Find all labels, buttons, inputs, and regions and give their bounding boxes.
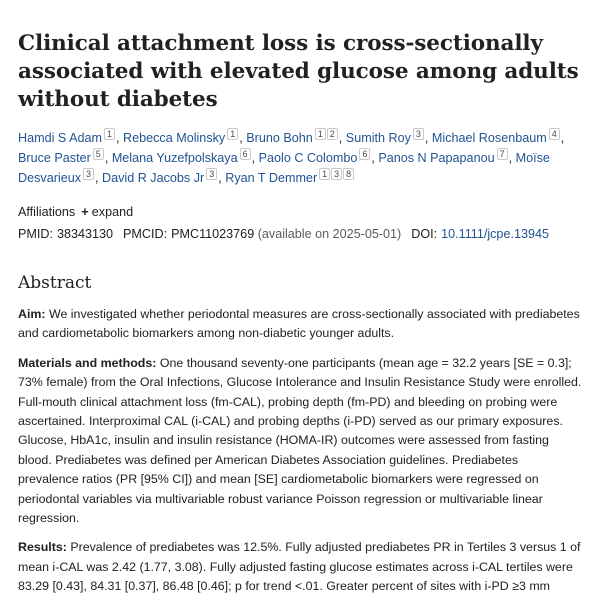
author-affiliation-refs: 3 <box>206 167 218 180</box>
aim-text: We investigated whether periodontal meas… <box>18 307 580 341</box>
author-affiliation-refs: 1 <box>227 127 239 140</box>
author-affiliation-refs: 3 <box>412 127 425 140</box>
expand-affiliations-button[interactable]: + expand <box>81 204 133 219</box>
author-link[interactable]: David R Jacobs Jr <box>102 171 205 185</box>
plus-icon: + <box>81 204 89 219</box>
abstract-heading: Abstract <box>18 273 92 293</box>
methods-label: Materials and methods: <box>18 355 157 370</box>
affiliation-ref[interactable]: 3 <box>206 167 218 180</box>
aim-label: Aim: <box>18 307 46 321</box>
methods-text: One thousand seventy-one participants (m… <box>18 355 582 526</box>
affiliation-ref[interactable]: 1 <box>104 127 116 140</box>
author-link[interactable]: Rebecca Molinsky <box>123 131 226 145</box>
author-separator: , <box>218 171 226 185</box>
affiliation-ref[interactable]: 4 <box>548 127 560 140</box>
results-label: Results: <box>18 540 67 555</box>
pmcid-label: PMCID: <box>123 227 168 241</box>
affiliations-row: Affiliations + expand <box>18 204 582 219</box>
pmcid-value: PMC11023769 <box>171 227 255 241</box>
author-separator: , <box>251 151 259 165</box>
expand-label: expand <box>91 204 134 219</box>
abstract-results: Results: Prevalence of prediabetes was 1… <box>18 538 582 600</box>
affiliations-label: Affiliations <box>18 204 76 219</box>
affiliation-ref[interactable]: 6 <box>239 147 251 160</box>
affiliation-ref[interactable]: 1 <box>314 127 326 140</box>
author-link[interactable]: Moïse Desvarieux <box>18 151 550 185</box>
identifiers-row: PMID: 38343130 PMCID: PMC11023769 (availabl… <box>18 227 582 241</box>
results-text: Prevalence of prediabetes was 12.5%. Ful… <box>18 540 581 600</box>
author-link[interactable]: Michael Rosenbaum <box>431 131 547 145</box>
author-separator: , <box>560 131 565 145</box>
affiliation-ref[interactable]: 3 <box>83 167 95 180</box>
author-affiliation-refs: 6 <box>359 147 371 160</box>
author-list: Hamdi S Adam 1, Rebecca Molinsky 1, Bruno … <box>18 127 582 188</box>
pmcid-availability-note: (available on 2025-05-01) <box>257 227 402 241</box>
author-separator: , <box>104 151 112 165</box>
author-separator: , <box>239 131 247 145</box>
affiliation-ref[interactable]: 2 <box>326 127 338 140</box>
affiliation-ref[interactable]: 3 <box>412 127 424 140</box>
pmid-label: PMID: <box>18 227 53 241</box>
author-affiliation-refs: 4 <box>548 127 561 140</box>
author-affiliation-refs: 1 <box>104 127 116 140</box>
affiliation-ref[interactable]: 1 <box>227 127 239 140</box>
author-affiliation-refs: 3 <box>83 167 95 180</box>
author-separator: , <box>116 131 124 145</box>
author-separator: , <box>508 151 516 165</box>
author-link[interactable]: Bruce Paster <box>18 151 91 165</box>
author-affiliation-refs: 6 <box>239 147 252 160</box>
affiliation-ref[interactable]: 7 <box>496 147 508 160</box>
author-link[interactable]: Sumith Roy <box>345 131 411 145</box>
author-link[interactable]: Hamdi S Adam <box>18 131 102 145</box>
author-link[interactable]: Melana Yuzefpolskaya <box>111 151 238 165</box>
pmid-value: 38343130 <box>56 227 114 241</box>
author-separator: , <box>371 151 379 165</box>
author-link[interactable]: Ryan T Demmer <box>225 171 318 185</box>
author-separator: , <box>338 131 346 145</box>
affiliation-ref[interactable]: 8 <box>343 167 355 180</box>
author-affiliation-refs: 5 <box>92 147 105 160</box>
abstract-aim: Aim: We investigated whether periodontal… <box>18 305 582 344</box>
affiliation-ref[interactable]: 1 <box>319 167 331 180</box>
author-link[interactable]: Bruno Bohn <box>246 131 313 145</box>
author-separator: , <box>95 171 103 185</box>
author-link[interactable]: Paolo C Colombo <box>258 151 358 165</box>
doi-label: DOI: <box>411 227 438 241</box>
author-link[interactable]: Panos N Papapanou <box>378 151 495 165</box>
article-title: Clinical attachment loss is cross-sectio… <box>18 31 579 112</box>
abstract-methods: Materials and methods: One thousand seve… <box>18 354 582 529</box>
affiliation-ref[interactable]: 5 <box>92 147 104 160</box>
author-separator: , <box>424 131 432 145</box>
author-affiliation-refs: 7 <box>496 147 509 160</box>
affiliation-ref[interactable]: 6 <box>359 147 371 160</box>
doi-link[interactable]: 10.1111/jcpe.13945 <box>441 227 549 241</box>
affiliation-ref[interactable]: 3 <box>331 167 343 180</box>
